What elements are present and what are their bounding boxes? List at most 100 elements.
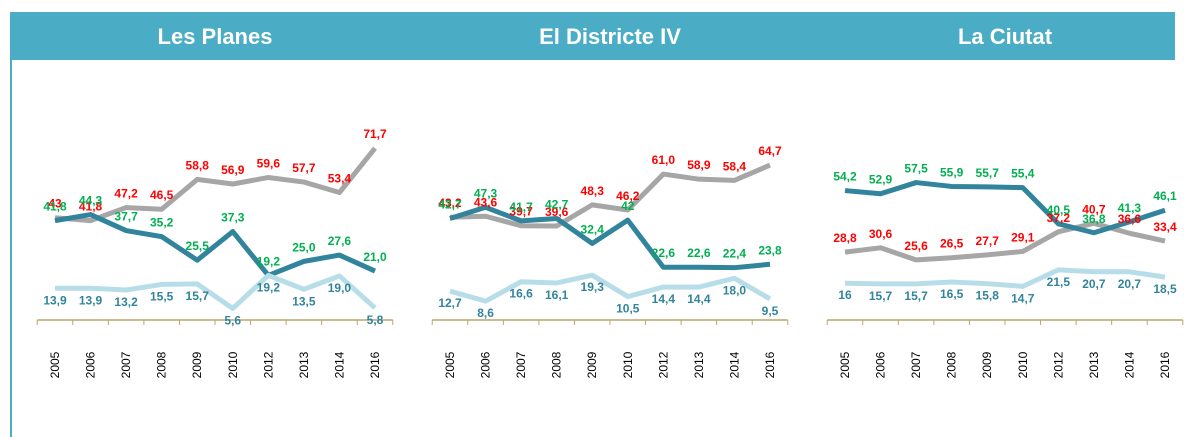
x-tick-label: 2012 — [656, 351, 670, 378]
x-tick-label: 2014 — [1122, 351, 1136, 378]
value-label: 39,6 — [545, 205, 569, 219]
x-tick-label: 2006 — [84, 351, 98, 378]
value-label: 15,8 — [976, 289, 1000, 303]
series-line — [449, 204, 771, 271]
x-tick-label: 2007 — [909, 351, 923, 378]
series-line — [844, 267, 1166, 289]
x-tick-label: 2007 — [119, 351, 133, 378]
value-label: 43,6 — [474, 195, 498, 209]
value-label: 54,2 — [833, 170, 857, 184]
value-label: 58,4 — [723, 159, 747, 173]
value-label: 8,6 — [477, 306, 494, 320]
value-label: 14,7 — [1011, 291, 1035, 305]
value-label: 16,1 — [545, 288, 569, 302]
value-label: 40,7 — [1082, 202, 1106, 216]
value-label: 14,4 — [652, 292, 676, 306]
value-label: 16,6 — [509, 287, 533, 301]
value-label: 58,9 — [687, 158, 711, 172]
value-label: 59,6 — [257, 156, 281, 170]
value-label: 22,6 — [687, 246, 711, 260]
x-tick-label: 2012 — [261, 351, 275, 378]
value-label: 25,0 — [292, 240, 316, 254]
value-label: 35,2 — [150, 216, 174, 230]
value-label: 53,4 — [328, 172, 352, 186]
value-label: 19,3 — [581, 280, 605, 294]
x-tick-label: 2009 — [980, 351, 994, 378]
value-label: 47,2 — [114, 187, 138, 201]
value-label: 37,2 — [1047, 211, 1071, 225]
value-label: 32,4 — [581, 222, 605, 236]
x-tick-label: 2007 — [514, 351, 528, 378]
x-tick-label: 2006 — [874, 351, 888, 378]
value-label: 20,7 — [1118, 277, 1142, 291]
value-label: 55,7 — [976, 166, 1000, 180]
value-label: 13,9 — [43, 293, 67, 307]
value-label: 57,5 — [904, 162, 928, 176]
value-label: 48,3 — [581, 184, 605, 198]
value-label: 21,0 — [363, 250, 387, 264]
value-label: 44,3 — [79, 194, 103, 208]
x-tick-label: 2006 — [479, 351, 493, 378]
value-label: 36,6 — [1118, 212, 1142, 226]
value-label: 19,2 — [257, 280, 281, 294]
value-label: 21,5 — [1047, 275, 1071, 289]
value-label: 40,5 — [1047, 203, 1071, 217]
x-tick-label: 2014 — [727, 351, 741, 378]
value-label: 55,4 — [1011, 167, 1035, 181]
series-line — [449, 272, 772, 304]
x-tick-label: 2010 — [1016, 351, 1030, 378]
x-tick-label: 2013 — [1087, 351, 1101, 378]
value-label: 71,7 — [363, 127, 387, 141]
value-label: 15,5 — [150, 289, 174, 303]
value-label: 43 — [48, 197, 62, 211]
series-line — [449, 162, 771, 229]
panel-title: Les Planes — [158, 24, 273, 49]
series-line — [844, 220, 1166, 263]
value-label: 37,3 — [221, 211, 245, 225]
value-label: 25,6 — [904, 239, 928, 253]
value-label: 42 — [621, 199, 635, 213]
value-label: 23,8 — [758, 243, 782, 257]
x-tick-label: 2005 — [443, 351, 457, 378]
x-tick-label: 2010 — [226, 351, 240, 378]
value-label: 41,8 — [43, 200, 67, 214]
panel-title: La Ciutat — [958, 24, 1053, 49]
series-line — [54, 146, 377, 224]
value-label: 13,9 — [79, 293, 103, 307]
value-label: 5,6 — [224, 313, 241, 327]
value-label: 13,5 — [292, 294, 316, 308]
value-label: 19,0 — [328, 281, 352, 295]
value-label: 36,8 — [1082, 212, 1106, 226]
value-label: 25,5 — [186, 239, 210, 253]
value-label: 64,7 — [758, 144, 782, 158]
x-tick-label: 2009 — [585, 351, 599, 378]
value-label: 41,3 — [1118, 201, 1142, 215]
series-line — [54, 212, 377, 278]
value-label: 16 — [838, 288, 852, 302]
value-label: 58,8 — [186, 158, 210, 172]
header-bar — [10, 12, 1175, 60]
x-tick-label: 2016 — [368, 351, 382, 378]
value-label: 46,5 — [150, 188, 174, 202]
x-tick-label: 2016 — [763, 351, 777, 378]
value-label: 42,7 — [438, 197, 462, 211]
value-label: 16,5 — [940, 287, 964, 301]
value-label: 18,0 — [723, 283, 747, 297]
x-tick-label: 2008 — [550, 351, 564, 378]
value-label: 42,7 — [545, 197, 569, 211]
value-label: 13,2 — [114, 295, 138, 309]
value-label: 15,7 — [869, 289, 893, 303]
value-label: 9,5 — [762, 304, 779, 318]
value-label: 46,1 — [1153, 189, 1177, 203]
x-tick-label: 2009 — [190, 351, 204, 378]
x-tick-label: 2008 — [155, 351, 169, 378]
value-label: 20,7 — [1082, 277, 1106, 291]
value-label: 43,2 — [438, 196, 462, 210]
value-label: 22,6 — [652, 246, 676, 260]
x-tick-label: 2005 — [48, 351, 62, 378]
value-label: 14,4 — [687, 292, 711, 306]
x-tick-label: 2010 — [621, 351, 635, 378]
value-label: 26,5 — [940, 237, 964, 251]
x-tick-label: 2012 — [1051, 351, 1065, 378]
